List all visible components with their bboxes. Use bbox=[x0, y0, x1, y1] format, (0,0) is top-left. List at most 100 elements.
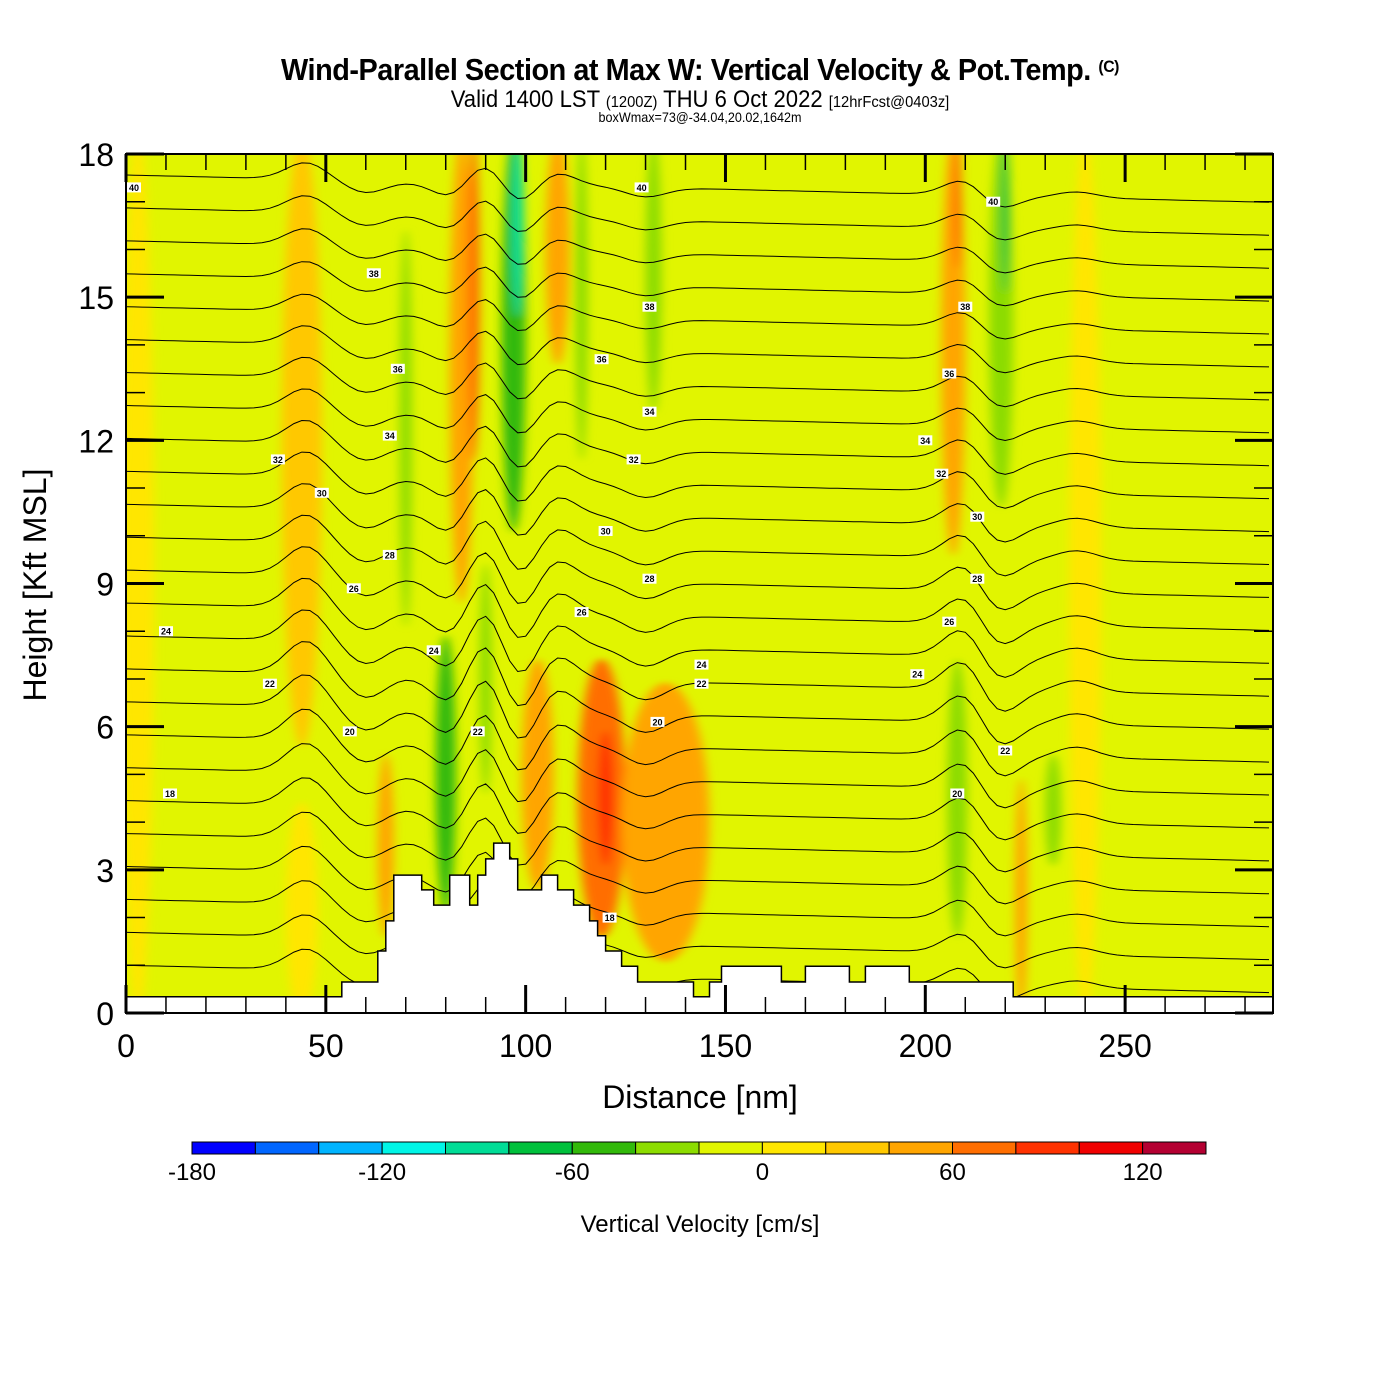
theta-contour-line bbox=[126, 811, 1270, 873]
valid-time: Valid 1400 LST bbox=[450, 86, 600, 113]
contour-label: 40 bbox=[986, 196, 1001, 207]
colorbar-segment bbox=[381, 1141, 446, 1155]
contour-label: 38 bbox=[958, 301, 973, 312]
theta-contour-line bbox=[126, 388, 1270, 442]
contour-label-bg bbox=[970, 573, 985, 584]
contour-label: 30 bbox=[970, 511, 985, 522]
theta-contour-line bbox=[126, 325, 1270, 374]
contour-label-bg bbox=[159, 626, 173, 637]
colorbar-segment bbox=[571, 1141, 637, 1155]
contour-label-text: 20 bbox=[652, 717, 662, 727]
theta-contour-line bbox=[126, 419, 1270, 475]
x-tick-label: 0 bbox=[117, 1028, 135, 1064]
theta-contours bbox=[126, 162, 1270, 1001]
contour-label-bg bbox=[314, 487, 329, 498]
contour-label-text: 28 bbox=[972, 574, 982, 584]
contour-label: 20 bbox=[950, 788, 965, 799]
contour-label: 40 bbox=[127, 182, 141, 193]
contour-label-text: 24 bbox=[912, 670, 922, 680]
colorbar-tick-label: 120 bbox=[1123, 1159, 1163, 1186]
colorbar bbox=[191, 1141, 1207, 1155]
contour-label-bg bbox=[910, 669, 925, 680]
y-tick-label: 6 bbox=[96, 710, 114, 746]
contour-label-text: 30 bbox=[972, 512, 982, 522]
velocity-cell bbox=[1001, 154, 1010, 294]
contour-label-text: 40 bbox=[129, 183, 139, 193]
contour-label-text: 34 bbox=[920, 436, 930, 446]
theta-contour-line bbox=[126, 948, 1270, 1001]
velocity-cell bbox=[575, 154, 588, 461]
contour-label-text: 36 bbox=[944, 369, 954, 379]
velocity-cell bbox=[1015, 778, 1028, 1013]
contour-label-text: 32 bbox=[629, 455, 639, 465]
theta-contour-line bbox=[126, 261, 1270, 307]
colorbar-tick-label: 0 bbox=[756, 1159, 769, 1186]
colorbar-tick-label: -180 bbox=[168, 1159, 216, 1186]
y-tick-label: 3 bbox=[96, 853, 114, 889]
contour-label: 24 bbox=[910, 669, 925, 680]
y-axis-title: Height [Kft MSL] bbox=[17, 469, 53, 702]
x-axis-title: Distance [nm] bbox=[602, 1079, 798, 1115]
contour-label: 30 bbox=[314, 487, 329, 498]
contour-label-text: 34 bbox=[644, 407, 654, 417]
theta-contour-line bbox=[126, 880, 1270, 937]
theta-contour-line bbox=[126, 162, 1270, 208]
x-tick-label: 50 bbox=[308, 1028, 344, 1064]
contour-label: 40 bbox=[634, 182, 649, 193]
theta-contour-line bbox=[126, 743, 1270, 809]
contour-label-bg bbox=[382, 430, 397, 441]
contour-label-text: 24 bbox=[161, 627, 171, 637]
colorbar-tick-label: 60 bbox=[939, 1159, 966, 1186]
contour-label-bg bbox=[470, 726, 485, 737]
field-bands bbox=[126, 154, 1102, 1013]
colorbar-segment bbox=[445, 1141, 510, 1155]
contour-label-text: 40 bbox=[637, 183, 647, 193]
theta-contour-line bbox=[126, 228, 1270, 274]
velocity-cell bbox=[1069, 154, 1102, 1013]
contour-label-bg bbox=[598, 526, 613, 536]
valid-zulu: (1200Z) bbox=[605, 94, 658, 111]
contour-label-bg bbox=[934, 468, 949, 479]
contour-label-bg bbox=[626, 454, 641, 465]
velocity-cell bbox=[281, 154, 322, 747]
colorbar-segment bbox=[888, 1141, 953, 1155]
contour-label-text: 22 bbox=[696, 679, 706, 689]
contour-label-bg bbox=[426, 645, 441, 656]
contour-label: 36 bbox=[594, 354, 609, 365]
contour-label-text: 30 bbox=[601, 527, 611, 537]
contour-label: 28 bbox=[382, 549, 397, 560]
valid-date: THU 6 Oct 2022 bbox=[663, 86, 823, 113]
contour-label-text: 38 bbox=[960, 302, 970, 312]
contour-label: 26 bbox=[574, 607, 589, 618]
contour-label-text: 38 bbox=[644, 302, 654, 312]
contour-label: 22 bbox=[470, 726, 485, 737]
colorbar-segment bbox=[1142, 1141, 1207, 1155]
colorbar-tick-labels: -180 -120 -60 0 60 120 bbox=[168, 1159, 1163, 1186]
velocity-cell bbox=[989, 154, 1014, 508]
theta-contour-line bbox=[126, 845, 1270, 905]
theta-contour-line bbox=[126, 674, 1270, 745]
contour-label: 38 bbox=[642, 301, 657, 312]
contour-label-text: 24 bbox=[696, 660, 706, 670]
contour-label-text: 24 bbox=[429, 646, 439, 656]
theta-contour-line bbox=[126, 609, 1270, 678]
contour-label-bg bbox=[950, 788, 965, 799]
contour-label-bg bbox=[342, 726, 357, 737]
velocity-cell bbox=[645, 154, 662, 413]
contour-label: 32 bbox=[270, 454, 285, 465]
y-tick-label: 18 bbox=[78, 137, 114, 173]
contour-label: 38 bbox=[366, 268, 381, 279]
theta-contour-line bbox=[126, 195, 1270, 241]
x-tick-label: 250 bbox=[1098, 1028, 1151, 1064]
y-tick-labels: 0 3 6 9 12 15 18 bbox=[78, 137, 114, 1032]
contour-label-bg bbox=[642, 301, 657, 312]
colorbar-segment bbox=[318, 1141, 383, 1155]
contour-label: 24 bbox=[694, 659, 709, 670]
contour-label-bg bbox=[574, 607, 589, 618]
contour-label: 30 bbox=[598, 526, 613, 537]
contour-label-bg bbox=[366, 268, 381, 279]
contour-label-bg bbox=[127, 182, 141, 193]
contour-label-bg bbox=[634, 182, 649, 193]
theta-contour-line bbox=[126, 356, 1270, 408]
